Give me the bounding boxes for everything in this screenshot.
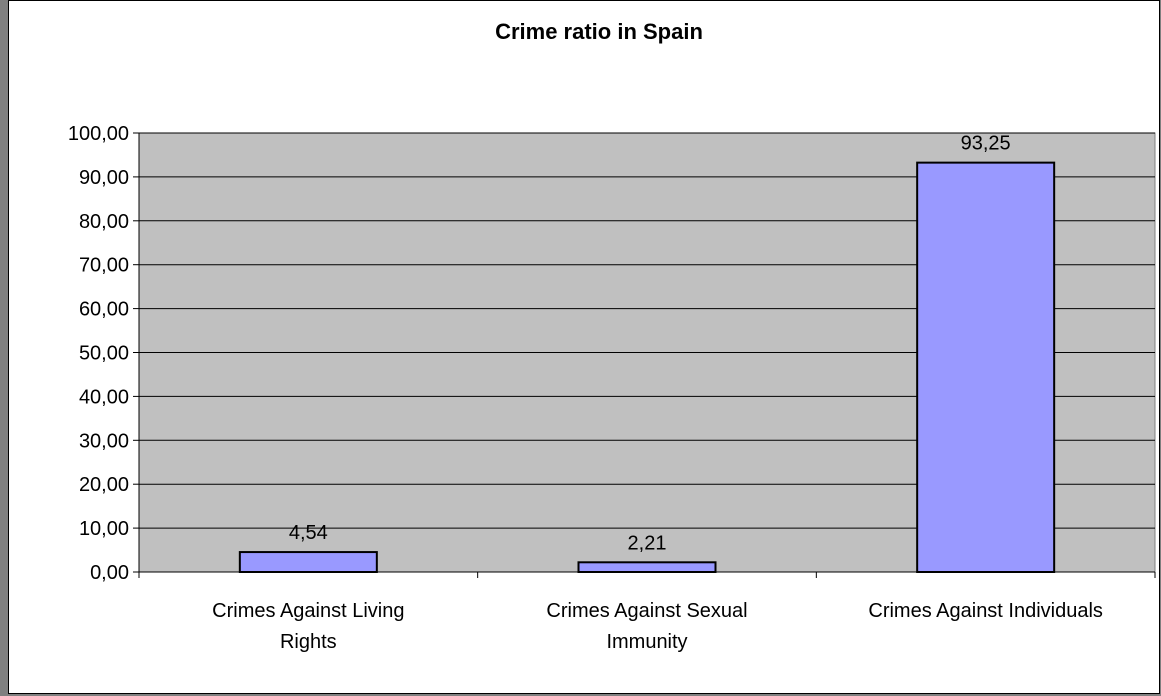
y-tick-label: 40,00 bbox=[79, 386, 129, 408]
bar bbox=[577, 561, 717, 573]
y-axis-ticks: 0,00 10,00 20,00 30,00 40,00 50,00 60,00 70,00 8… bbox=[68, 123, 139, 584]
category-labels: Crimes Against Living Rights Crimes Agains… bbox=[212, 600, 1103, 653]
y-tick-label: 0,00 bbox=[90, 562, 129, 584]
category-label: Crimes Against Sexual Immunity bbox=[546, 600, 747, 653]
y-tick-label: 30,00 bbox=[79, 430, 129, 452]
y-tick-label: 70,00 bbox=[79, 255, 129, 277]
data-label: 2,21 bbox=[628, 532, 667, 554]
y-tick-label: 100,00 bbox=[68, 123, 129, 145]
data-labels: 4,54 2,21 93,25 bbox=[289, 133, 1011, 555]
bar-chart: Crime ratio in Spain 0,00 10,00 20,00 30,00… bbox=[68, 19, 1156, 653]
y-tick-label: 10,00 bbox=[79, 518, 129, 540]
y-tick-label: 20,00 bbox=[79, 474, 129, 496]
data-label: 4,54 bbox=[289, 522, 328, 544]
data-label: 93,25 bbox=[961, 133, 1011, 155]
bar bbox=[238, 551, 378, 573]
category-label: Crimes Against Living Rights bbox=[212, 600, 404, 653]
axes bbox=[138, 133, 1155, 573]
x-axis-ticks bbox=[138, 572, 1156, 578]
bar bbox=[916, 161, 1056, 573]
y-tick-label: 50,00 bbox=[79, 343, 129, 365]
y-tick-label: 80,00 bbox=[79, 211, 129, 233]
chart-title: Crime ratio in Spain bbox=[495, 19, 703, 44]
bars bbox=[238, 161, 1056, 573]
y-tick-label: 90,00 bbox=[79, 167, 129, 189]
category-label: Crimes Against Individuals bbox=[868, 600, 1103, 622]
y-tick-label: 60,00 bbox=[79, 299, 129, 321]
chart-area: Crime ratio in Spain 0,00 10,00 20,00 30,00… bbox=[8, 0, 1160, 694]
